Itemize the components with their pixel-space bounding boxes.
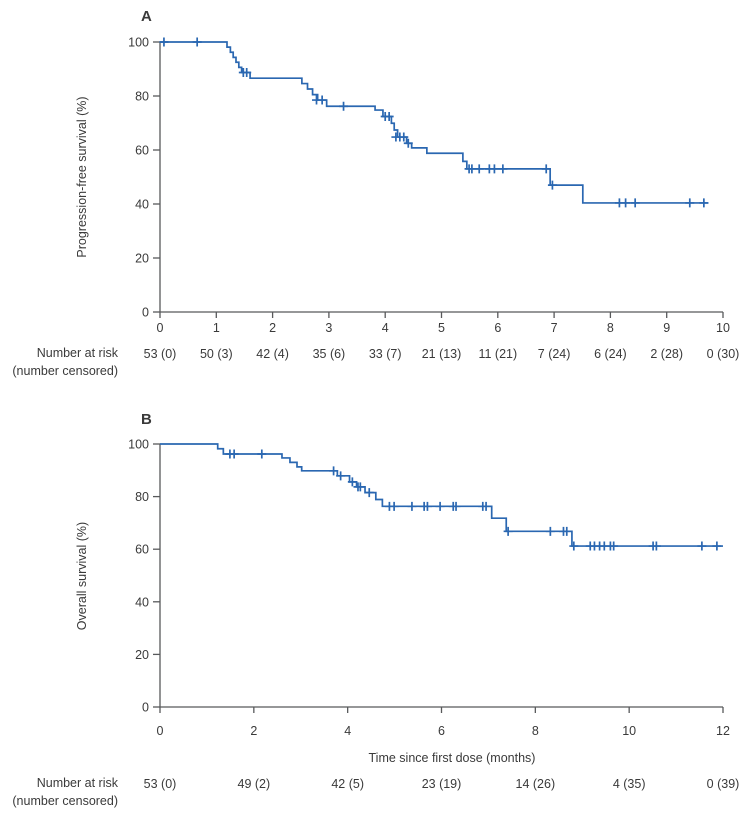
x-tick-label: 4 <box>382 321 389 335</box>
risk-count: 23 (19) <box>422 777 462 791</box>
y-tick-label: 0 <box>142 701 149 715</box>
axes <box>153 443 724 713</box>
x-tick-label: 0 <box>157 724 164 738</box>
tick-labels: 0 20 40 60 80 100 0 2 4 6 8 10 12 <box>128 438 730 739</box>
y-tick-label: 40 <box>135 595 149 609</box>
axes <box>153 41 724 318</box>
survival-curve <box>160 41 709 204</box>
axis-lines <box>159 444 723 708</box>
risk-count: 4 (35) <box>613 777 646 791</box>
number-at-risk-row: 53 (0) 49 (2) 42 (5) 23 (19) 14 (26) 4 (35) 0 … <box>144 777 740 791</box>
x-tick-label: 10 <box>622 724 636 738</box>
x-tick-label: 0 <box>157 321 164 335</box>
risk-count: 0 (30) <box>707 347 740 361</box>
x-tick-label: 12 <box>716 724 730 738</box>
x-tick-label: 5 <box>438 321 445 335</box>
x-tick-label: 2 <box>250 724 257 738</box>
risk-count: 7 (24) <box>538 347 571 361</box>
y-tick-label: 20 <box>135 252 149 266</box>
x-tick-label: 4 <box>344 724 351 738</box>
x-tick-label: 2 <box>269 321 276 335</box>
risk-count: 11 (21) <box>478 347 517 361</box>
censor-marks <box>225 449 722 551</box>
risk-label-line1-b: Number at risk <box>37 776 119 790</box>
x-tick-label: 1 <box>213 321 220 335</box>
risk-count: 21 (13) <box>422 347 462 361</box>
pfs-y-axis-label: Progression-free survival (%) <box>75 96 89 257</box>
risk-count: 33 (7) <box>369 347 402 361</box>
risk-count: 49 (2) <box>238 777 271 791</box>
y-tick-label: 0 <box>142 306 149 320</box>
os-plot: 0 20 40 60 80 100 0 2 4 6 8 10 12 53 (0) 49 (2) 42 (5) 2… <box>128 438 739 792</box>
x-tick-label: 9 <box>663 321 670 335</box>
y-tick-label: 20 <box>135 648 149 662</box>
axis-lines <box>159 42 723 313</box>
risk-count: 35 (6) <box>313 347 346 361</box>
panel-b-letter: B <box>141 411 152 428</box>
risk-count: 50 (3) <box>200 347 233 361</box>
risk-count: 0 (39) <box>707 777 740 791</box>
risk-count: 6 (24) <box>594 347 627 361</box>
risk-count: 42 (5) <box>331 777 364 791</box>
x-tick-label: 7 <box>551 321 558 335</box>
pfs-plot: 0 20 40 60 80 100 0 1 2 3 4 5 6 7 8 9 10 53 (0) 50 (3) 42 (… <box>128 36 739 362</box>
x-tick-label: 3 <box>325 321 332 335</box>
y-tick-label: 80 <box>135 90 149 104</box>
risk-count: 42 (4) <box>256 347 289 361</box>
risk-label-line2-b: (number censored) <box>12 794 118 808</box>
tick-labels: 0 20 40 60 80 100 0 1 2 3 4 5 6 7 8 9 10 <box>128 36 730 336</box>
x-tick-label: 8 <box>532 724 539 738</box>
y-tick-label: 40 <box>135 198 149 212</box>
risk-label-line1-a: Number at risk <box>37 346 119 360</box>
y-tick-label: 80 <box>135 490 149 504</box>
x-axis-label: Time since first dose (months) <box>369 751 536 765</box>
risk-label-line2-a: (number censored) <box>12 364 118 378</box>
censor-marks <box>159 37 709 208</box>
x-tick-label: 6 <box>494 321 501 335</box>
risk-count: 53 (0) <box>144 347 177 361</box>
panel-a-letter: A <box>141 8 152 25</box>
y-tick-label: 60 <box>135 543 149 557</box>
y-tick-label: 100 <box>128 438 149 452</box>
survival-curve <box>160 443 723 547</box>
y-tick-label: 100 <box>128 36 149 50</box>
os-y-axis-label: Overall survival (%) <box>75 522 89 630</box>
risk-count: 53 (0) <box>144 777 177 791</box>
y-tick-label: 60 <box>135 144 149 158</box>
number-at-risk-row: 53 (0) 50 (3) 42 (4) 35 (6) 33 (7) 21 (13) 11 … <box>144 347 740 361</box>
risk-count: 14 (26) <box>516 777 556 791</box>
risk-count: 2 (28) <box>650 347 683 361</box>
x-tick-label: 10 <box>716 321 730 335</box>
x-tick-label: 6 <box>438 724 445 738</box>
x-tick-label: 8 <box>607 321 614 335</box>
